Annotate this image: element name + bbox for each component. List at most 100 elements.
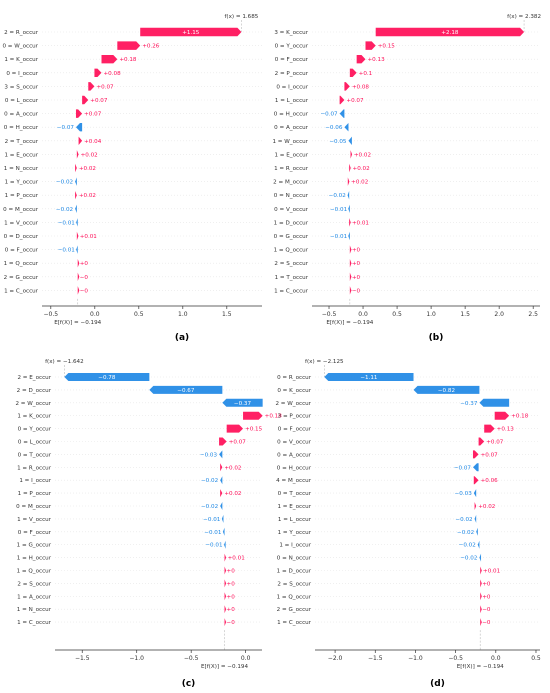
- waterfall-bar[interactable]: [75, 122, 83, 132]
- waterfall-bar[interactable]: [82, 95, 89, 105]
- waterfall-bar[interactable]: [339, 109, 345, 118]
- waterfall-bar[interactable]: [76, 218, 78, 227]
- waterfall-bar[interactable]: [473, 476, 479, 485]
- feature-label: 1 = V_occur: [4, 220, 39, 226]
- waterfall-bar[interactable]: [348, 136, 352, 146]
- waterfall-bar[interactable]: [339, 95, 345, 105]
- waterfall-bar[interactable]: [476, 527, 478, 536]
- waterfall-bar[interactable]: [472, 463, 479, 472]
- waterfall-bar[interactable]: [220, 476, 223, 485]
- value-label: +0.13: [497, 427, 515, 433]
- waterfall-bar[interactable]: [356, 54, 366, 64]
- waterfall-bar[interactable]: [221, 514, 224, 523]
- waterfall-bar[interactable]: [479, 553, 482, 562]
- waterfall-bar[interactable]: [220, 502, 223, 510]
- waterfall-bar[interactable]: [226, 424, 244, 433]
- feature-label: 2 = G_occur: [4, 275, 39, 281]
- waterfall-bar[interactable]: [473, 489, 477, 498]
- waterfall-bar[interactable]: [224, 579, 227, 588]
- value-label: −0.01: [203, 517, 221, 523]
- waterfall-bar[interactable]: [219, 437, 227, 446]
- waterfall-bar[interactable]: [474, 514, 477, 523]
- feature-label: 2 = T_occur: [5, 139, 39, 145]
- waterfall-bar[interactable]: [243, 411, 263, 420]
- waterfall-bar[interactable]: [349, 245, 352, 254]
- waterfall-bar[interactable]: [76, 150, 79, 159]
- waterfall-bar[interactable]: [348, 204, 350, 214]
- feature-label: 0 = F_occur: [18, 530, 52, 536]
- value-label: +0.02: [224, 491, 241, 497]
- waterfall-bar[interactable]: [224, 605, 227, 614]
- waterfall-bar[interactable]: [480, 592, 482, 601]
- waterfall-bar[interactable]: [149, 385, 223, 394]
- waterfall-bar[interactable]: [77, 286, 80, 295]
- waterfall-bar[interactable]: [344, 82, 350, 91]
- value-label: −0.02: [455, 517, 472, 523]
- waterfall-bar[interactable]: [220, 489, 223, 498]
- waterfall-bar[interactable]: [222, 527, 225, 536]
- waterfall-bar[interactable]: [224, 566, 227, 575]
- waterfall-bar[interactable]: [94, 68, 102, 78]
- waterfall-bar[interactable]: [480, 605, 482, 614]
- waterfall-bar[interactable]: [224, 553, 227, 562]
- waterfall-bar[interactable]: [76, 245, 78, 254]
- waterfall-bar[interactable]: [101, 54, 118, 64]
- waterfall-bar[interactable]: [474, 502, 477, 510]
- waterfall-bar[interactable]: [220, 463, 223, 472]
- value-label: −0.07: [454, 465, 472, 471]
- waterfall-bar[interactable]: [77, 272, 80, 282]
- waterfall-bar[interactable]: [224, 540, 226, 549]
- waterfall-bar[interactable]: [480, 618, 482, 627]
- waterfall-bar[interactable]: [224, 592, 227, 601]
- feature-label: 0 = V_occur: [277, 440, 312, 446]
- waterfall-bar[interactable]: [349, 163, 351, 173]
- waterfall-bar[interactable]: [349, 218, 351, 227]
- waterfall-bar[interactable]: [117, 41, 141, 50]
- waterfall-bar[interactable]: [222, 398, 263, 407]
- waterfall-bar[interactable]: [348, 231, 350, 241]
- waterfall-bar[interactable]: [75, 190, 77, 200]
- waterfall-bar[interactable]: [349, 286, 352, 295]
- feature-label: 3 = K_occur: [274, 30, 308, 36]
- waterfall-bar[interactable]: [375, 27, 525, 37]
- waterfall-bar[interactable]: [349, 68, 357, 78]
- waterfall-bar[interactable]: [472, 450, 479, 459]
- waterfall-bar[interactable]: [478, 437, 485, 446]
- waterfall-bar[interactable]: [413, 385, 480, 394]
- waterfall-bar[interactable]: [349, 258, 352, 268]
- waterfall-bar[interactable]: [75, 109, 83, 118]
- waterfall-bar[interactable]: [88, 82, 95, 91]
- waterfall-bar[interactable]: [480, 566, 482, 575]
- waterfall-bar[interactable]: [219, 450, 223, 459]
- waterfall-bar[interactable]: [140, 27, 242, 37]
- value-label: +2.18: [441, 30, 459, 36]
- waterfall-bar[interactable]: [324, 373, 414, 381]
- waterfall-bar[interactable]: [344, 122, 349, 132]
- waterfall-bar[interactable]: [78, 136, 83, 146]
- waterfall-bar[interactable]: [349, 272, 352, 282]
- waterfall-bar[interactable]: [75, 177, 77, 186]
- x-tick-label: 0.0: [241, 655, 251, 662]
- waterfall-bar[interactable]: [494, 411, 510, 420]
- value-label: −0.01: [204, 530, 222, 536]
- waterfall-bar[interactable]: [479, 398, 510, 407]
- waterfall-bar[interactable]: [76, 231, 79, 241]
- waterfall-bar[interactable]: [347, 190, 350, 200]
- waterfall-bar[interactable]: [484, 424, 495, 433]
- waterfall-bar[interactable]: [75, 163, 77, 173]
- waterfall-bar[interactable]: [365, 41, 376, 50]
- value-label: −0.07: [320, 112, 338, 118]
- waterfall-bar[interactable]: [224, 618, 227, 627]
- waterfall-bar[interactable]: [77, 258, 80, 268]
- waterfall-bar[interactable]: [480, 579, 482, 588]
- waterfall-bar[interactable]: [350, 150, 353, 159]
- waterfall-bar[interactable]: [347, 177, 350, 186]
- feature-label: 1 = Q_occur: [4, 261, 39, 267]
- value-label: +0.15: [245, 427, 263, 433]
- waterfall-bar[interactable]: [64, 373, 150, 381]
- waterfall-bar[interactable]: [477, 540, 480, 549]
- waterfall-bar[interactable]: [75, 204, 77, 214]
- feature-label: 2 = G_occur: [277, 607, 312, 613]
- feature-label: 1 = E_occur: [4, 152, 38, 158]
- feature-label: 0 = I_occur: [276, 84, 308, 90]
